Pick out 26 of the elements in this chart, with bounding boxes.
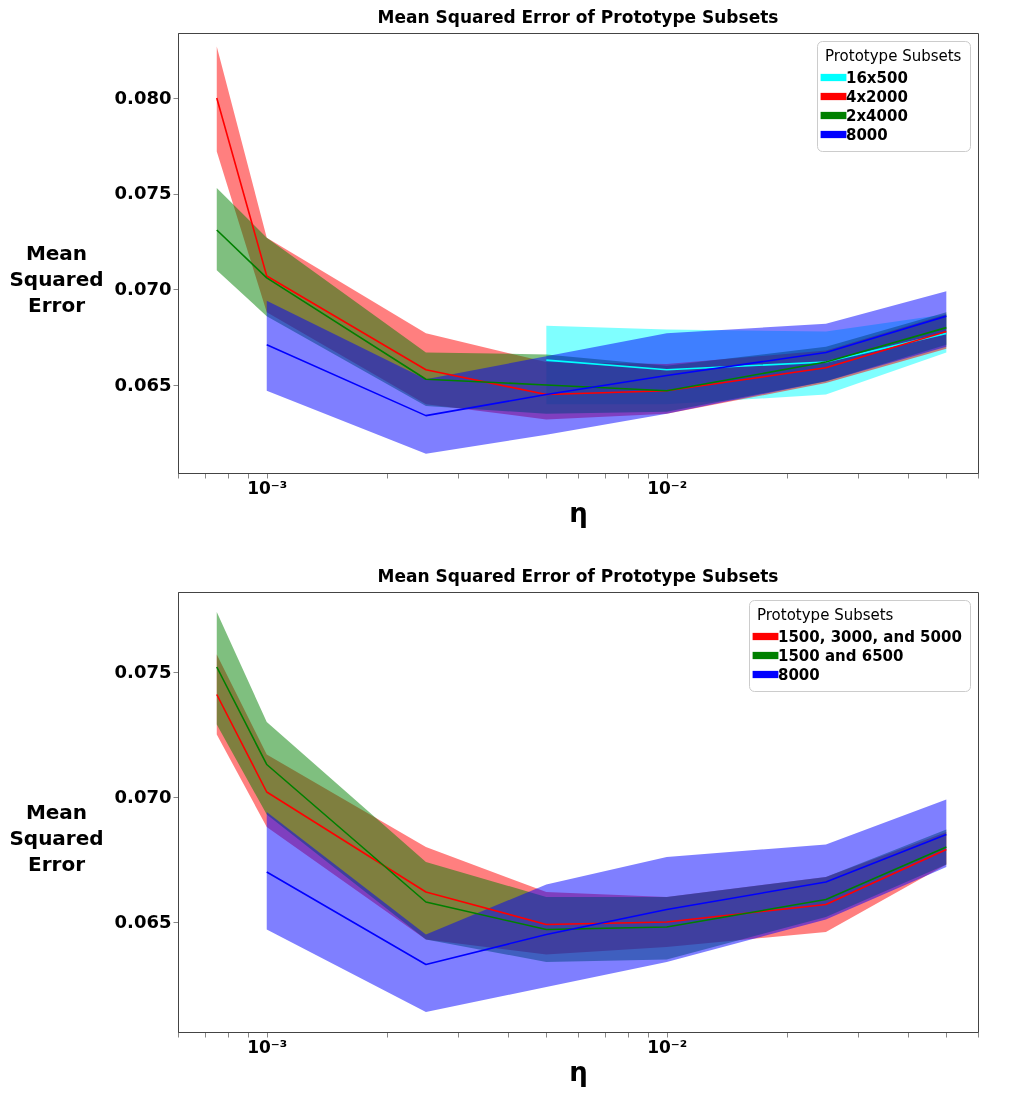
y-tick-label: 0.070 bbox=[114, 277, 172, 299]
legend-label: 2x4000 bbox=[846, 106, 908, 125]
x-tick-label: 10⁻² bbox=[647, 1036, 688, 1057]
legend-label: 4x2000 bbox=[846, 87, 908, 106]
chart-title: Mean Squared Error of Prototype Subsets bbox=[377, 7, 779, 27]
x-tick-label: 10⁻² bbox=[647, 477, 688, 498]
x-axis-title: η bbox=[569, 1056, 588, 1087]
x-tick-label: 10⁻³ bbox=[247, 477, 288, 498]
y-axis-title: Mean Squared Error bbox=[9, 240, 104, 317]
y-tick-label: 0.065 bbox=[114, 910, 172, 932]
chart-title: Mean Squared Error of Prototype Subsets bbox=[377, 566, 779, 586]
y-tick-label: 0.070 bbox=[114, 785, 172, 807]
legend-label: 8000 bbox=[846, 125, 888, 144]
legend-label: 8000 bbox=[778, 665, 820, 684]
y-axis-title: Mean Squared Error bbox=[9, 799, 104, 876]
y-tick-label: 0.080 bbox=[114, 86, 172, 108]
legend-label: 16x500 bbox=[846, 68, 908, 87]
x-tick-label: 10⁻³ bbox=[247, 1036, 288, 1057]
y-tick-label: 0.065 bbox=[114, 373, 172, 395]
legend-label: 1500 and 6500 bbox=[778, 646, 904, 665]
legend-title: Prototype Subsets bbox=[825, 47, 962, 65]
y-tick-label: 0.075 bbox=[114, 660, 172, 682]
y-tick-label: 0.075 bbox=[114, 182, 172, 204]
legend-label: 1500, 3000, and 5000 bbox=[778, 627, 962, 646]
x-axis-title: η bbox=[569, 497, 588, 528]
legend-title: Prototype Subsets bbox=[757, 606, 894, 624]
